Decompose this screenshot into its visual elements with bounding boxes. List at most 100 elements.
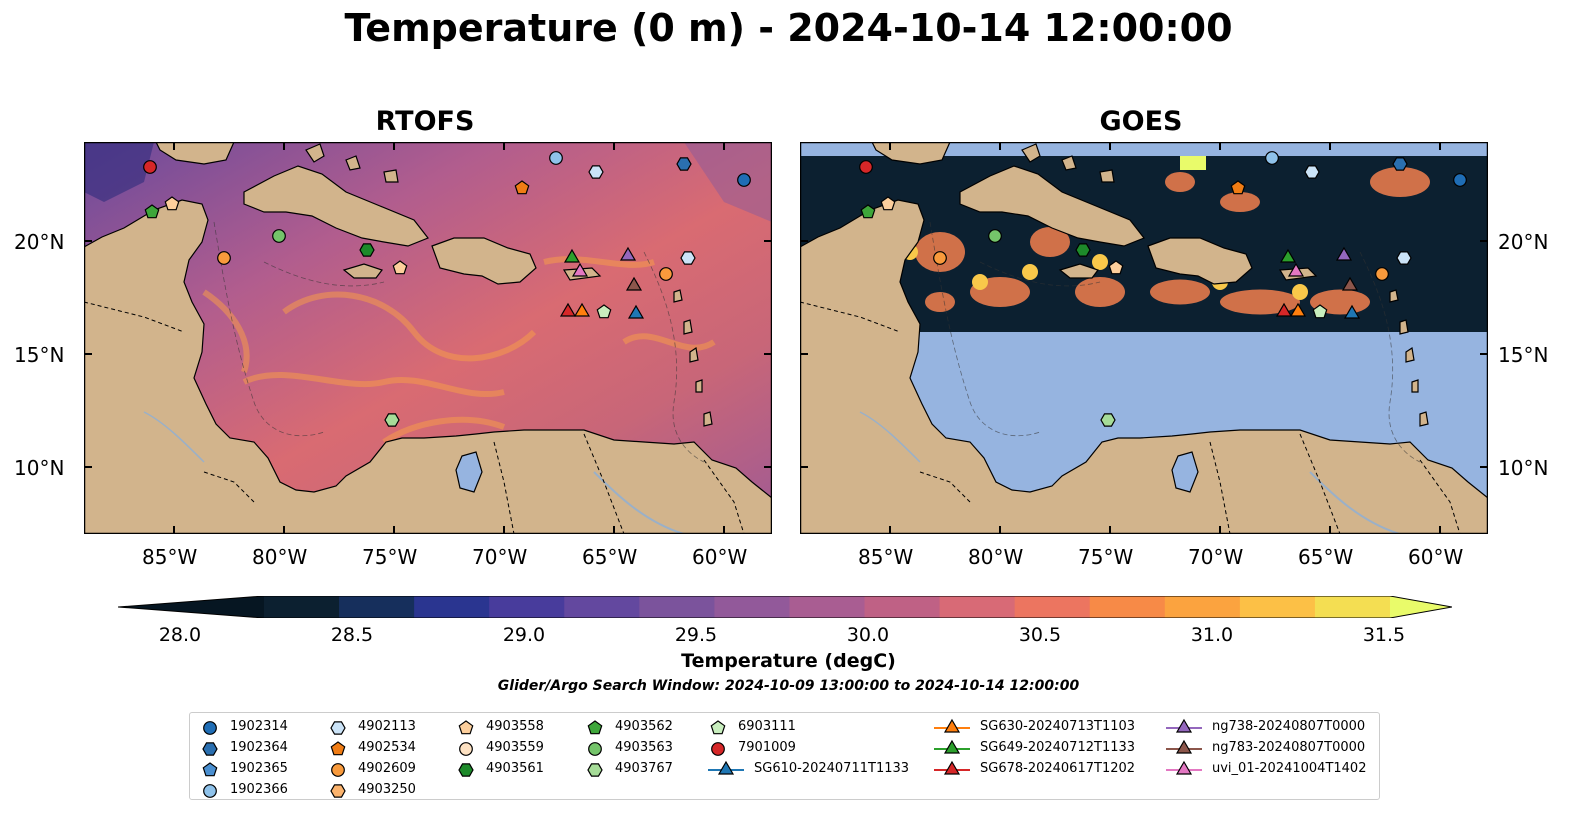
legend-item: SG610-20240711T1133: [708, 758, 909, 779]
lon-label-75w-goes: 75°W: [1078, 545, 1134, 569]
lake-maracaibo-water: [455, 451, 483, 493]
float-marker-4902113: [680, 251, 696, 265]
colorbar-tick: 30.0: [846, 624, 890, 646]
float-marker-4903558: [392, 260, 408, 275]
lon-label-85w-goes: 85°W: [858, 545, 914, 569]
legend-item: SG678-20240617T1202: [934, 758, 1135, 779]
legend-label: 6903111: [738, 719, 796, 734]
triangle-marker-icon: [1166, 718, 1202, 733]
jamaica-land: [342, 263, 383, 279]
legend-label: 1902364: [230, 740, 288, 755]
temperature-colorbar: [118, 596, 1452, 618]
legend-item: 1902366: [200, 779, 288, 800]
legend-marker: [717, 760, 735, 775]
float-marker-SG630-20240713T1103: [573, 302, 591, 317]
float-marker-SG610-20240711T1133: [1343, 304, 1361, 319]
circle-marker-icon: [331, 762, 345, 777]
triangle-marker-icon: [934, 739, 970, 754]
float-marker-1902366: [549, 151, 563, 165]
float-marker-6903111: [1312, 304, 1328, 319]
legend-marker: [711, 741, 725, 756]
pentagon-marker-icon: [710, 719, 726, 734]
antilles-islands: [673, 289, 713, 427]
float-marker-1902364: [1392, 157, 1408, 171]
hexagon-marker-icon: [330, 720, 346, 735]
legend-label: 4903559: [486, 740, 544, 755]
float-marker-4903562: [860, 204, 876, 219]
legend-marker: [587, 762, 603, 777]
legend-marker: [1175, 760, 1193, 775]
rtofs-map: [84, 142, 772, 534]
bahamas-land: [1021, 143, 1115, 183]
colorbar-tick: 31.5: [1362, 624, 1406, 646]
legend-marker: [1175, 739, 1193, 754]
legend-item: ng738-20240807T0000: [1166, 716, 1366, 737]
float-marker-SG649-20240712T1133: [563, 248, 581, 263]
float-marker-7901009: [859, 160, 873, 174]
legend-marker: [943, 718, 961, 733]
float-marker-4903558: [880, 196, 896, 211]
legend-item: uvi_01-20241004T1402: [1166, 758, 1366, 779]
triangle-marker-icon: [708, 760, 744, 775]
legend-item: 4903767: [585, 758, 673, 779]
pentagon-marker-icon: [587, 719, 603, 734]
legend-label: SG678-20240617T1202: [980, 761, 1136, 776]
legend-label: 4903250: [358, 782, 416, 797]
legend-marker: [330, 720, 346, 735]
lon-label-80w-rtofs: 80°W: [252, 545, 308, 569]
bahamas-land: [305, 143, 399, 183]
lat-label-20n-left: 20°N: [14, 230, 65, 254]
legend-item: 4903561: [456, 758, 544, 779]
float-marker-7901009: [143, 160, 157, 174]
lat-label-10n-left: 10°N: [14, 456, 65, 480]
legend-marker: [459, 741, 473, 756]
legend-item: 4902113: [328, 716, 416, 737]
hispaniola-land: [431, 237, 537, 285]
legend-item: 4903558: [456, 716, 544, 737]
lon-label-80w-goes: 80°W: [968, 545, 1024, 569]
florida-land: [871, 142, 951, 165]
colorbar-tick: 28.0: [158, 624, 202, 646]
lon-label-60w-rtofs: 60°W: [692, 545, 748, 569]
hexagon-marker-icon: [330, 783, 346, 798]
legend-marker: [710, 719, 726, 734]
cuba-land: [243, 165, 429, 247]
triangle-marker-icon: [934, 718, 970, 733]
float-marker-uvi_01-20241004T1402: [1287, 262, 1305, 277]
float-marker-4902534: [514, 180, 530, 195]
legend-label: ng738-20240807T0000: [1212, 719, 1366, 734]
circle-marker-icon: [203, 720, 217, 735]
triangle-marker-icon: [1166, 760, 1202, 775]
float-marker-1902364: [676, 157, 692, 171]
legend-label: 7901009: [738, 740, 796, 755]
float-marker-4903561: [359, 243, 375, 257]
float-marker-4903558: [164, 196, 180, 211]
legend-label: 4903558: [486, 719, 544, 734]
rtofs-map-panel: [84, 142, 772, 534]
legend-marker: [202, 741, 218, 756]
legend-item: 1902365: [200, 758, 288, 779]
legend-marker: [1175, 718, 1193, 733]
float-marker-1902314: [737, 173, 751, 187]
float-marker-ng783-20240807T0000: [1341, 276, 1359, 291]
legend-item: 4903562: [585, 716, 673, 737]
lon-label-85w-rtofs: 85°W: [142, 545, 198, 569]
float-marker-4902609: [217, 251, 231, 265]
legend-label: 4903561: [486, 761, 544, 776]
float-marker-ng738-20240807T0000: [619, 246, 637, 261]
goes-map-panel: [800, 142, 1488, 534]
legend-item: 4903563: [585, 737, 673, 758]
colorbar-label: Temperature (degC): [681, 650, 896, 672]
legend-label: uvi_01-20241004T1402: [1212, 761, 1367, 776]
antilles-islands: [1389, 289, 1429, 427]
legend-label: 1902365: [230, 761, 288, 776]
legend-column: 1902314 1902364 1902365 1902366: [200, 716, 288, 800]
legend-label: 4902113: [358, 719, 416, 734]
colorbar-tick: 31.0: [1190, 624, 1234, 646]
legend-column: SG630-20240713T1103 SG649-20240712T1133 SG…: [934, 716, 1135, 779]
float-marker-SG610-20240711T1133: [627, 304, 645, 319]
legend-marker: [202, 761, 218, 776]
legend-marker: [943, 760, 961, 775]
lat-label-10n-right: 10°N: [1498, 456, 1549, 480]
legend-item: 1902364: [200, 737, 288, 758]
